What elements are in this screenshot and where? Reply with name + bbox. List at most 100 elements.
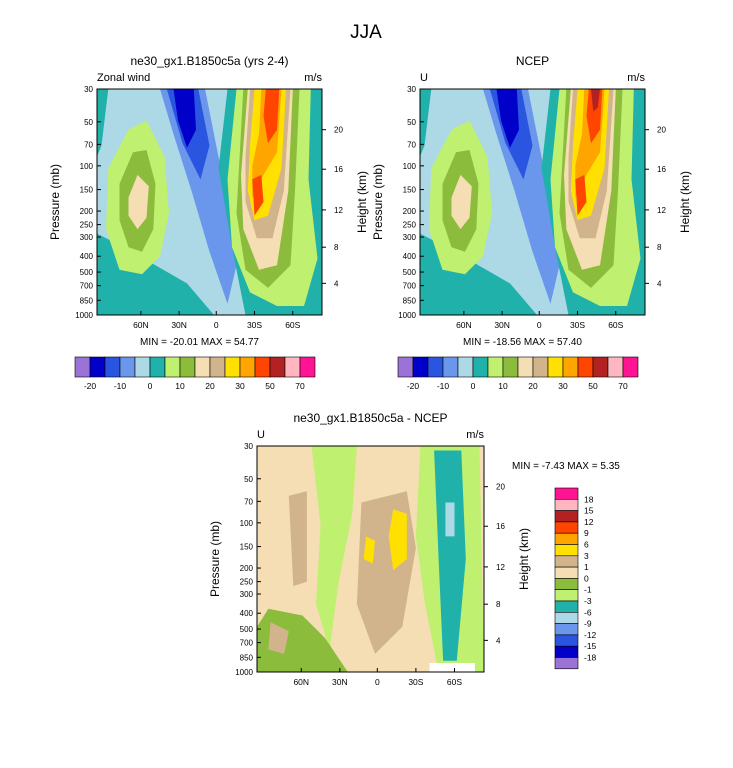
panel-left-label: Zonal wind — [97, 72, 150, 84]
plot-frame — [419, 88, 646, 316]
colorbar-label: -10 — [437, 381, 450, 391]
colorbar-label: -10 — [114, 381, 127, 391]
colorbar-swatch — [592, 356, 609, 378]
colorbar-swatch — [442, 356, 459, 378]
colorbar-swatch — [412, 356, 429, 378]
panel-left-label: U — [257, 429, 265, 441]
y-tick-label: 70 — [407, 140, 416, 149]
colorbar-swatch — [134, 356, 151, 378]
height-tick-label: 8 — [496, 600, 501, 609]
colorbar-swatch — [224, 356, 241, 378]
y-axis-label: Pressure (mb) — [371, 164, 385, 240]
colorbar-swatch — [554, 634, 579, 647]
y-tick-label: 300 — [403, 233, 417, 242]
plot-frame — [256, 445, 485, 673]
contour-band — [483, 89, 560, 304]
height-tick-label: 12 — [657, 206, 666, 215]
y-tick-label: 500 — [403, 268, 417, 277]
y-tick-label: 250 — [240, 578, 254, 587]
plot-frame — [96, 88, 323, 316]
contour-band — [288, 491, 307, 587]
colorbar-swatch — [119, 356, 136, 378]
panel-units-label: m/s — [466, 429, 484, 441]
y-tick-label: 70 — [244, 497, 253, 506]
colorbar-label: 3 — [584, 551, 589, 561]
colorbar-label: -3 — [584, 596, 592, 606]
height-tick-label: 4 — [657, 279, 662, 288]
colorbar-label: -15 — [584, 641, 597, 651]
x-tick-label: 60S — [447, 677, 462, 687]
colorbar-swatch — [554, 498, 579, 511]
y-tick-label: 30 — [407, 85, 416, 94]
colorbar-label: 30 — [558, 381, 568, 391]
contour-band — [268, 89, 277, 112]
colorbar-label: -1 — [584, 585, 592, 595]
colorbar-swatch — [554, 589, 579, 602]
contour-band — [420, 89, 432, 157]
colorbar-label: 1 — [584, 562, 589, 572]
y-tick-label: 50 — [244, 475, 253, 484]
x-tick-label: 0 — [375, 677, 380, 687]
missing-region — [429, 662, 475, 672]
colorbar-label: 6 — [584, 540, 589, 550]
colorbar-swatch — [472, 356, 489, 378]
colorbar-swatch — [74, 356, 91, 378]
min-max-stats: MIN = -7.43 MAX = 5.35 — [512, 461, 620, 472]
colorbar-label: 30 — [235, 381, 245, 391]
x-tick-label: 60S — [608, 320, 623, 330]
colorbar-label: 50 — [265, 381, 275, 391]
x-tick-label: 30S — [247, 320, 262, 330]
x-tick-label: 60N — [293, 677, 309, 687]
y-tick-label: 200 — [240, 564, 254, 573]
height-tick-label: 16 — [496, 522, 505, 531]
colorbar-label: 0 — [584, 573, 589, 583]
y-tick-label: 50 — [407, 118, 416, 127]
contour-band — [97, 89, 109, 157]
contour-field — [420, 89, 645, 315]
y-axis-label: Pressure (mb) — [48, 164, 62, 240]
height-tick-label: 20 — [334, 126, 343, 135]
y-tick-label: 200 — [80, 207, 94, 216]
colorbar-label: 12 — [584, 517, 594, 527]
y-tick-label: 150 — [240, 543, 254, 552]
panel-title: NCEP — [516, 54, 549, 68]
contour-band — [128, 174, 149, 230]
y-tick-label: 150 — [80, 186, 94, 195]
y-tick-label: 1000 — [75, 311, 93, 320]
y-tick-label: 100 — [240, 519, 254, 528]
colorbar-swatch — [554, 510, 579, 523]
colorbar-swatch — [457, 356, 474, 378]
contour-band — [445, 502, 455, 537]
contour-band — [451, 174, 472, 230]
y-tick-label: 70 — [84, 140, 93, 149]
y-tick-label: 850 — [403, 296, 417, 305]
colorbar-swatch — [577, 356, 594, 378]
colorbar-swatch — [554, 566, 579, 579]
height-tick-label: 20 — [657, 126, 666, 135]
colorbar-label: 0 — [148, 381, 153, 391]
colorbar-label: 10 — [175, 381, 185, 391]
x-tick-label: 30N — [171, 320, 187, 330]
y-tick-label: 400 — [403, 252, 417, 261]
min-max-stats: MIN = -18.56 MAX = 57.40 — [463, 337, 582, 348]
colorbar-label: 50 — [588, 381, 598, 391]
colorbar-label: -6 — [584, 607, 592, 617]
colorbar-label: 70 — [295, 381, 305, 391]
x-tick-label: 30N — [494, 320, 510, 330]
y-tick-label: 50 — [84, 118, 93, 127]
y-tick-label: 400 — [80, 252, 94, 261]
x-tick-label: 0 — [537, 320, 542, 330]
y-tick-label: 300 — [80, 233, 94, 242]
colorbar-swatch — [554, 623, 579, 636]
panel-title: ne30_gx1.B1850c5a - NCEP — [293, 411, 447, 425]
panel-left-label: U — [420, 72, 428, 84]
contour-band — [434, 450, 466, 661]
colorbar-swatch — [532, 356, 549, 378]
contour-band — [311, 446, 357, 650]
colorbar-swatch — [554, 487, 579, 500]
colorbar-swatch — [554, 645, 579, 658]
contour-band — [160, 89, 237, 304]
colorbar-label: -9 — [584, 619, 592, 629]
colorbar-swatch — [547, 356, 564, 378]
